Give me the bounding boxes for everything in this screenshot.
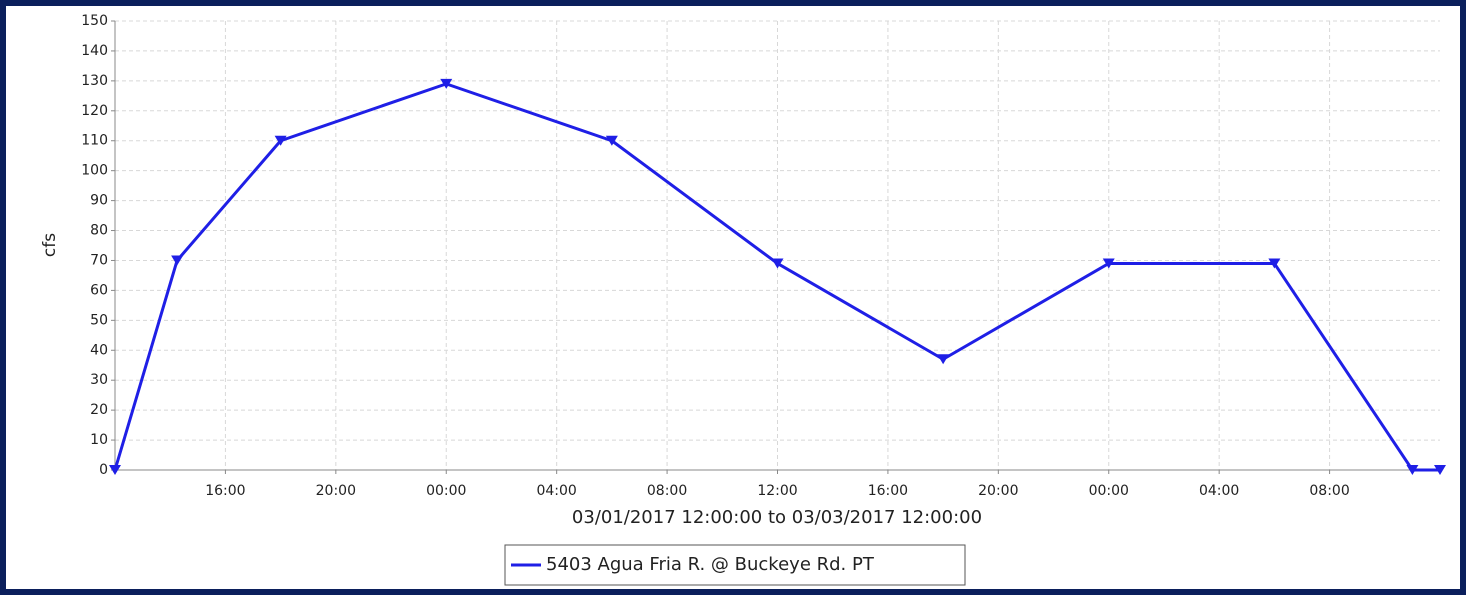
- y-tick-label: 60: [90, 282, 108, 298]
- x-tick-label: 04:00: [1199, 483, 1239, 499]
- y-tick-label: 100: [81, 163, 108, 179]
- y-tick-label: 50: [90, 312, 108, 328]
- legend-label: 5403 Agua Fria R. @ Buckeye Rd. PT: [546, 554, 875, 575]
- data-point: [1102, 258, 1115, 269]
- x-tick-label: 08:00: [647, 483, 687, 499]
- data-point: [440, 78, 453, 89]
- x-tick-label: 16:00: [205, 483, 245, 499]
- data-point: [171, 255, 184, 266]
- data-point: [274, 135, 287, 146]
- x-tick-label: 20:00: [978, 483, 1018, 499]
- y-tick-label: 70: [90, 252, 108, 268]
- y-axis-label: cfs: [40, 233, 60, 257]
- y-tick-label: 110: [81, 133, 108, 149]
- y-tick-label: 150: [81, 13, 108, 29]
- data-point: [1434, 465, 1446, 475]
- y-tick-label: 130: [81, 73, 108, 89]
- legend: [504, 544, 966, 586]
- y-tick-label: 140: [81, 43, 108, 59]
- y-tick-label: 10: [90, 432, 108, 448]
- data-point: [1268, 258, 1281, 269]
- x-tick-label: 04:00: [536, 483, 576, 499]
- data-point: [605, 135, 618, 146]
- data-point: [109, 465, 121, 475]
- y-tick-label: 40: [90, 342, 108, 358]
- y-tick-label: 80: [90, 223, 108, 239]
- x-tick-label: 00:00: [426, 483, 466, 499]
- x-tick-label: 16:00: [868, 483, 908, 499]
- x-tick-label: 08:00: [1309, 483, 1349, 499]
- y-tick-label: 120: [81, 103, 108, 119]
- data-point: [771, 258, 784, 269]
- x-tick-label: 12:00: [757, 483, 797, 499]
- y-tick-label: 20: [90, 402, 108, 418]
- data-point: [937, 354, 950, 365]
- y-tick-label: 90: [90, 193, 108, 209]
- y-tick-label: 0: [99, 462, 108, 478]
- x-axis-label: 03/01/2017 12:00:00 to 03/03/2017 12:00:…: [572, 507, 982, 528]
- x-tick-label: 00:00: [1089, 483, 1129, 499]
- y-tick-label: 30: [90, 372, 108, 388]
- data-point: [1406, 465, 1419, 475]
- x-tick-label: 20:00: [316, 483, 356, 499]
